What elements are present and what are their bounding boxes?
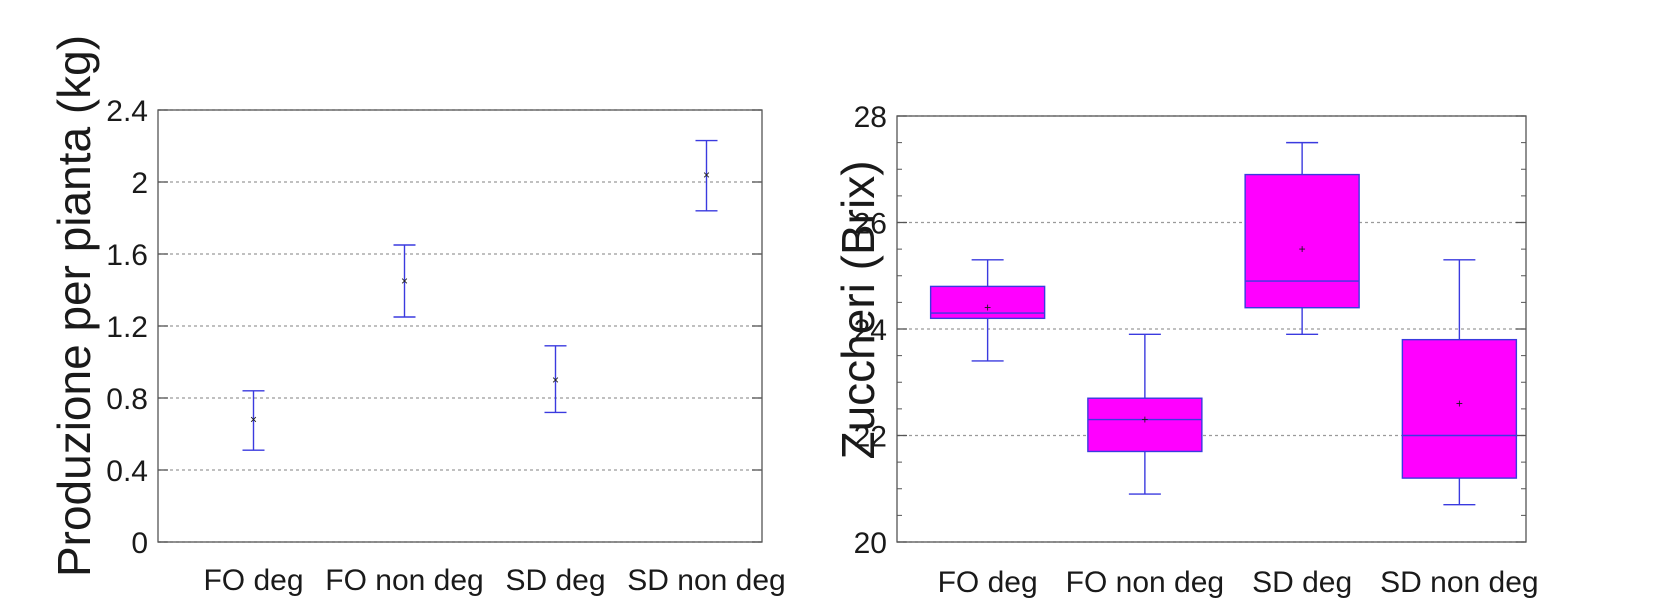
plot-frame bbox=[896, 115, 1527, 543]
y-axis-title: Produzione per pianta (kg) bbox=[48, 35, 100, 577]
box bbox=[1401, 338, 1518, 479]
y-tick-label: 0 bbox=[131, 527, 148, 560]
mean-marker: + bbox=[1456, 397, 1463, 411]
box bbox=[1244, 173, 1360, 309]
mean-marker: × bbox=[703, 168, 710, 182]
y-tick-label: 1.6 bbox=[106, 239, 148, 272]
box bbox=[1087, 397, 1203, 453]
mean-marker: + bbox=[1299, 242, 1306, 256]
y-tick-label: 24 bbox=[854, 314, 887, 347]
y-tick-label: 2 bbox=[131, 167, 148, 200]
mean-marker: + bbox=[984, 301, 991, 315]
y-tick-label: 26 bbox=[854, 208, 887, 241]
x-category-label: FO non deg bbox=[325, 564, 483, 597]
y-tick-label: 20 bbox=[854, 527, 887, 560]
x-category-label: FO deg bbox=[938, 566, 1038, 599]
x-category-label: SD deg bbox=[505, 564, 605, 597]
mean-marker: + bbox=[1141, 413, 1148, 427]
x-category-label: FO non deg bbox=[1066, 566, 1224, 599]
y-tick-label: 0.4 bbox=[106, 455, 148, 488]
x-category-label: SD non deg bbox=[1380, 566, 1538, 599]
x-category-label: SD non deg bbox=[627, 564, 785, 597]
y-tick-label: 0.8 bbox=[106, 383, 148, 416]
x-category-label: FO deg bbox=[203, 564, 303, 597]
mean-marker: × bbox=[401, 274, 408, 288]
y-tick-label: 28 bbox=[854, 101, 887, 134]
y-axis-title: Zuccheri (Brix) bbox=[832, 160, 884, 459]
y-tick-label: 2.4 bbox=[106, 95, 148, 128]
sugar-boxplot: 20 22 24 26 28 Zuccheri (Brix) + FO deg + FO non … bbox=[832, 101, 1538, 599]
y-tick-label: 1.2 bbox=[106, 311, 148, 344]
x-category-label: SD deg bbox=[1252, 566, 1352, 599]
mean-marker: × bbox=[250, 413, 257, 427]
y-tick-label: 22 bbox=[854, 421, 887, 454]
mean-marker: × bbox=[552, 373, 559, 387]
plot-frame bbox=[157, 109, 763, 543]
